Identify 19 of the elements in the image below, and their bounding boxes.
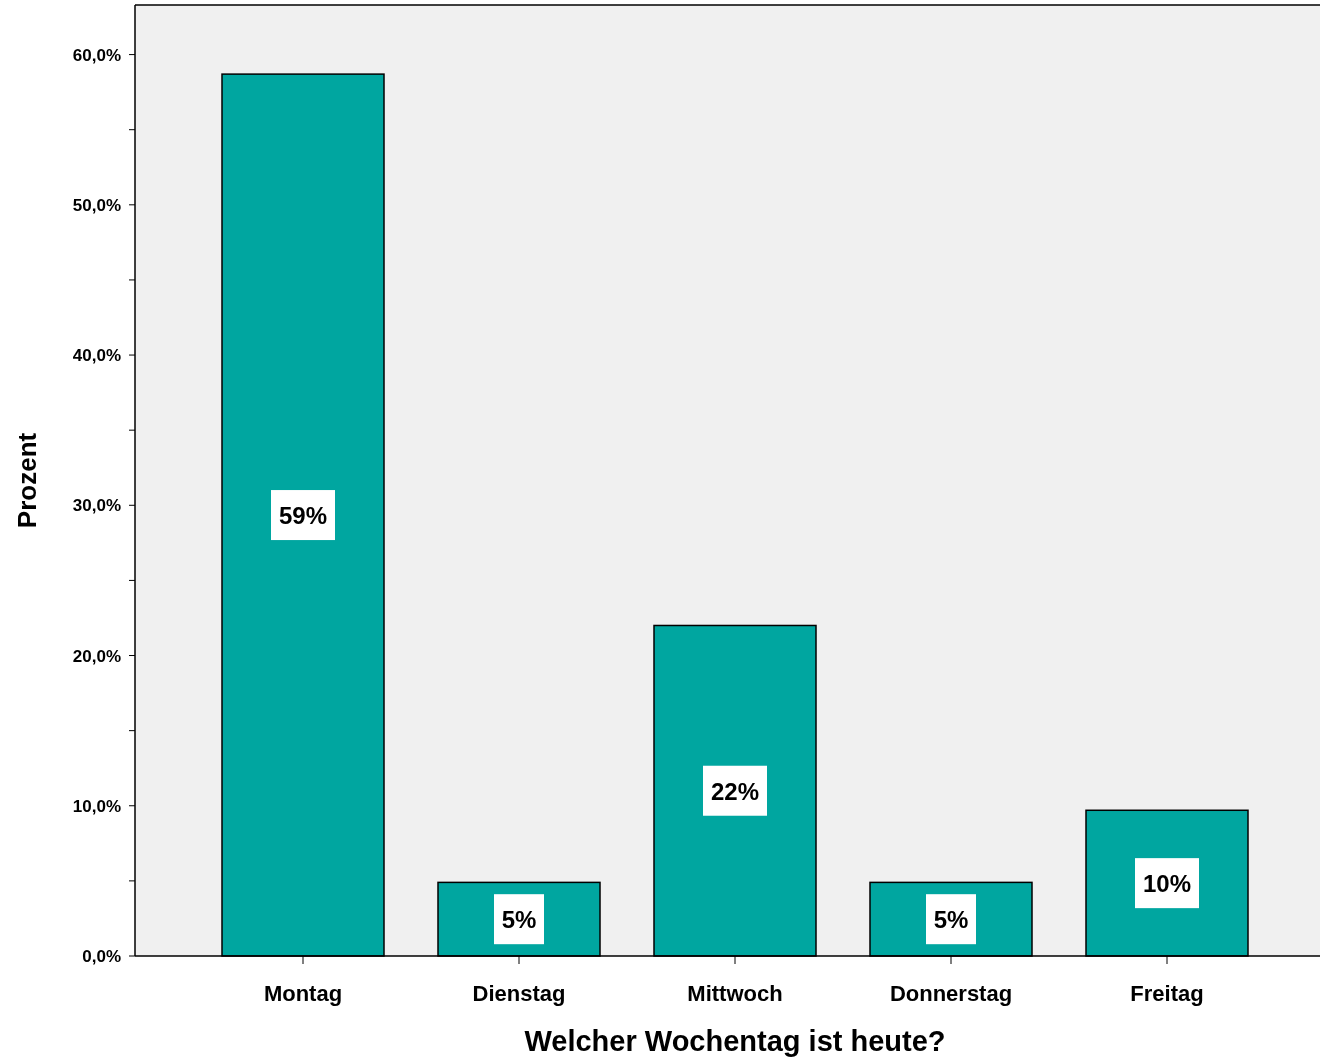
x-tick-label: Dienstag (472, 981, 566, 1006)
y-axis-title: Prozent (12, 432, 42, 529)
x-axis-title: Welcher Wochentag ist heute? (524, 1025, 946, 1057)
y-tick-label: 20,0% (72, 646, 121, 666)
data-label: 59% (278, 502, 328, 530)
data-label: 5% (501, 906, 537, 934)
x-tick-label: Montag (263, 981, 343, 1006)
data-label: 10% (1142, 870, 1192, 898)
x-tick-label: Mittwoch (687, 981, 783, 1006)
y-tick-label: 40,0% (72, 346, 121, 366)
x-tick-label: Donnerstag (889, 981, 1013, 1006)
x-tick-label: Freitag (1130, 981, 1204, 1006)
y-tick-label: 0,0% (82, 947, 121, 966)
data-label: 5% (933, 906, 969, 934)
y-tick-label: 30,0% (72, 496, 121, 516)
y-tick-label: 10,0% (72, 796, 121, 816)
y-tick-label: 50,0% (72, 195, 121, 215)
data-label: 22% (710, 777, 760, 805)
y-tick-label: 60,0% (72, 45, 121, 65)
